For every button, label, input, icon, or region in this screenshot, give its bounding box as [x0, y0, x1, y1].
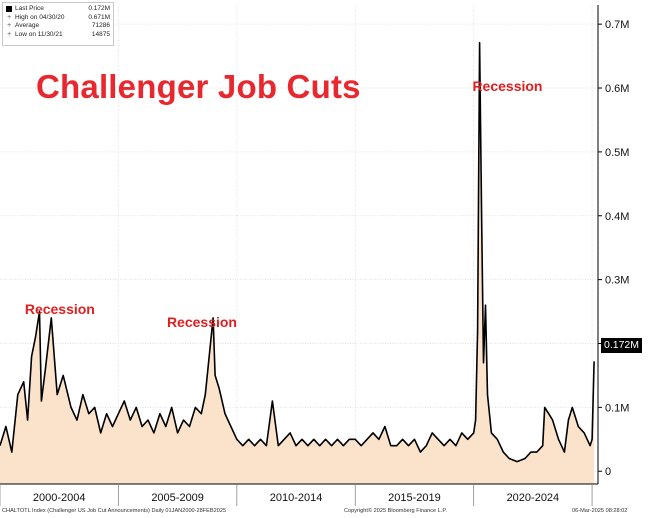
x-tick-label: 2000-2004 [33, 492, 86, 504]
legend-entry-last-price: Last Price 0.172M [6, 5, 110, 14]
recession-annotation: Recession [472, 77, 543, 94]
x-tick-label: 2015-2019 [388, 492, 441, 504]
y-axis-ticks: 00.1M0.2M0.3M0.4M0.5M0.6M0.7M [598, 19, 629, 478]
chart-footer: CHALTOTL Index (Challenger US Job Cut An… [0, 507, 648, 518]
x-tick-label: 2020-2024 [507, 492, 560, 504]
y-tick-label: 0.1M [605, 402, 629, 414]
job-cuts-area [0, 42, 595, 484]
footer-source: CHALTOTL Index (Challenger US Job Cut An… [2, 508, 227, 514]
x-tick-label: 2005-2009 [151, 492, 204, 504]
recession-annotation: Recession [166, 313, 237, 330]
y-tick-label: 0.4M [605, 211, 629, 223]
square-icon [6, 6, 12, 13]
x-axis-ticks: 2000-2004 2005-2009 2010-2014 2015-2019 2020… [0, 484, 593, 506]
footer-timestamp: 06-Mar-2025 08:28:02 [572, 508, 628, 514]
last-value-label: 0.172M [601, 338, 643, 353]
legend-label: High on 04/30/20 [15, 13, 65, 21]
plus-icon: + [6, 31, 12, 39]
legend-label: Average [15, 22, 40, 30]
legend-label: Last Price [15, 5, 44, 12]
legend-entry-high: + High on 04/30/20 0.671M [6, 14, 110, 23]
y-tick-label: 0.5M [605, 147, 629, 159]
footer-copyright: Copyright© 2025 Bloomberg Finance L.P. [344, 508, 447, 514]
legend-value: 71286 [91, 22, 110, 30]
chart-title: Challenger Job Cuts [36, 68, 361, 105]
y-tick-label: 0.7M [605, 19, 629, 31]
legend-value: 0.671M [88, 13, 110, 21]
plus-icon: + [6, 22, 12, 30]
y-tick-label: 0 [605, 466, 611, 478]
y-tick-label: 0.3M [605, 275, 629, 287]
plus-icon: + [6, 13, 12, 21]
legend-value: 0.172M [88, 5, 110, 12]
y-tick-label: 0.6M [605, 83, 629, 95]
legend-value: 14875 [91, 30, 110, 38]
chart-legend: Last Price 0.172M + High on 04/30/20 0.67… [2, 2, 114, 46]
legend-entry-average: + Average 71286 [6, 22, 110, 31]
chart-axes [0, 5, 599, 485]
x-tick-label: 2010-2014 [270, 492, 323, 504]
recession-annotation: Recession [24, 301, 95, 318]
legend-entry-low: + Low on 11/30/21 14875 [6, 31, 110, 40]
legend-label: Low on 11/30/21 [15, 30, 63, 38]
job-cuts-line [0, 41, 595, 463]
